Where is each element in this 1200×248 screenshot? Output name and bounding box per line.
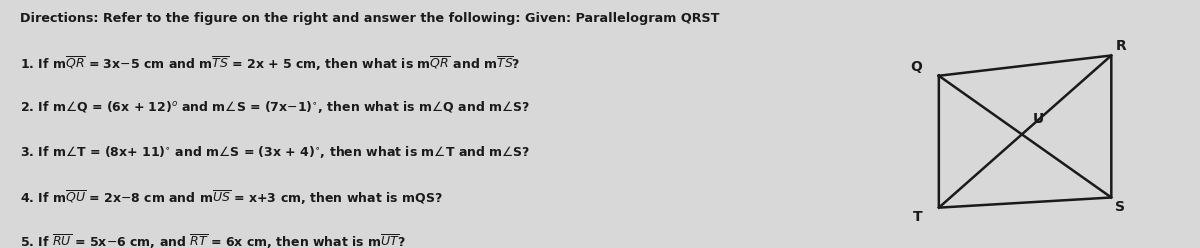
Text: R: R	[1115, 39, 1126, 53]
Text: 4. If m$\overline{QU}$ = 2x$-$8 cm and m$\overline{US}$ = x+3 cm, then what is m: 4. If m$\overline{QU}$ = 2x$-$8 cm and m…	[20, 188, 443, 207]
Text: S: S	[1115, 200, 1126, 214]
Text: 3. If m$\angle$T = (8x+ 11)$^{\circ}$ and m$\angle$S = (3x + 4)$^{\circ}$, then : 3. If m$\angle$T = (8x+ 11)$^{\circ}$ an…	[20, 144, 530, 160]
Text: 2. If m$\angle$Q = (6x + 12)$^o$ and m$\angle$S = (7x$-$1)$^{\circ}$, then what : 2. If m$\angle$Q = (6x + 12)$^o$ and m$\…	[20, 99, 530, 115]
Text: Q: Q	[911, 60, 923, 74]
Text: 5. If $\overline{RU}$ = 5x$-$6 cm, and $\overline{RT}$ = 6x cm, then what is m$\: 5. If $\overline{RU}$ = 5x$-$6 cm, and $…	[20, 233, 407, 248]
Text: T: T	[913, 210, 923, 224]
Text: U: U	[1033, 113, 1044, 126]
Text: Directions: Refer to the figure on the right and answer the following: Given: Pa: Directions: Refer to the figure on the r…	[20, 12, 720, 25]
Text: 1. If m$\overline{QR}$ = 3x$-$5 cm and m$\overline{TS}$ = 2x + 5 cm, then what i: 1. If m$\overline{QR}$ = 3x$-$5 cm and m…	[20, 55, 521, 73]
